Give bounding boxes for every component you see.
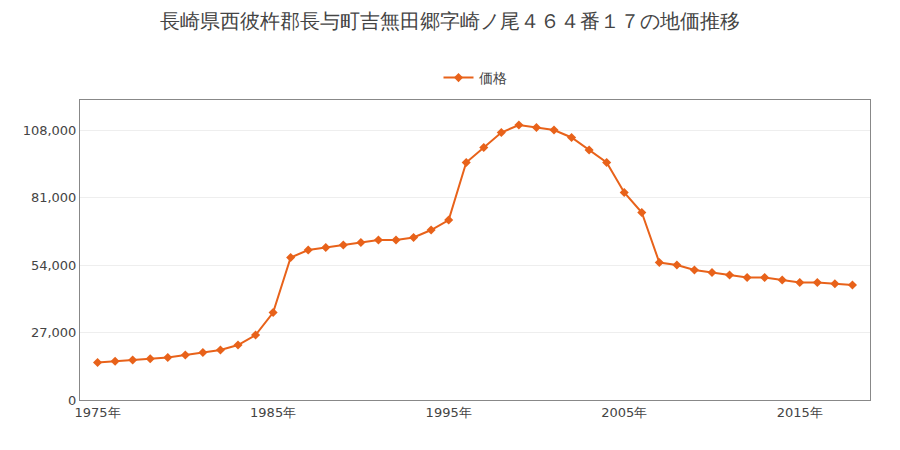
svg-text:1975年: 1975年 <box>75 405 121 420</box>
svg-text:27,000: 27,000 <box>31 325 77 340</box>
svg-text:2005年: 2005年 <box>601 405 647 420</box>
svg-text:1995年: 1995年 <box>426 405 472 420</box>
svg-text:価格: 価格 <box>479 70 507 86</box>
svg-text:長崎県西彼杵郡長与町吉無田郷字崎ノ尾４６４番１７の地価推移: 長崎県西彼杵郡長与町吉無田郷字崎ノ尾４６４番１７の地価推移 <box>160 9 740 33</box>
svg-text:0: 0 <box>68 393 76 408</box>
svg-text:108,000: 108,000 <box>23 123 77 138</box>
svg-text:1985年: 1985年 <box>250 405 296 420</box>
svg-text:54,000: 54,000 <box>31 258 77 273</box>
svg-text:81,000: 81,000 <box>31 190 77 205</box>
svg-text:2015年: 2015年 <box>777 405 823 420</box>
